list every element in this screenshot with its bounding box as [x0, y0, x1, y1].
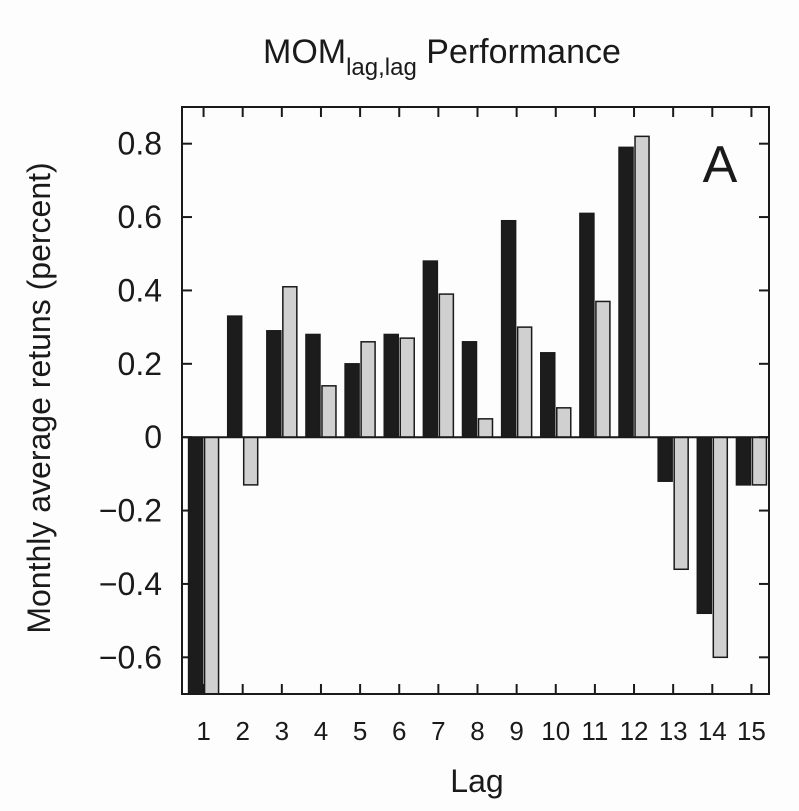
bar-series1-lag-9 [500, 219, 517, 438]
chart-title-subscript: lag,lag [346, 54, 417, 81]
x-tick-label: 5 [353, 716, 367, 746]
x-tick-label: 14 [698, 716, 727, 746]
y-tick-label: −0.4 [99, 566, 162, 602]
bar-series1-lag-14 [696, 436, 713, 615]
plot-frame [181, 106, 770, 695]
bar-series1-lag-15 [735, 436, 752, 486]
bar-series1-lag-3 [266, 330, 282, 438]
bar-series2-lag-15 [751, 436, 768, 486]
bar-series2-lag-12 [634, 135, 650, 438]
bar-series2-lag-6 [399, 337, 415, 438]
y-tick-label: −0.6 [99, 639, 162, 675]
chart-title-main: MOM [263, 33, 346, 71]
x-tick-label: 12 [620, 716, 649, 746]
x-tick-label: 2 [235, 716, 249, 746]
y-ticks-group: 0.8 0.6 0.4 0.2 0 −0.2 −0.4 −0.6 [99, 126, 769, 675]
bar-series2-lag-13 [673, 436, 689, 571]
bar-series1-lag-11 [579, 212, 595, 438]
bar-series1-lag-1 [187, 436, 204, 695]
x-axis-label: Lag [450, 763, 503, 799]
y-tick-label: 0.6 [118, 199, 162, 235]
chart-title: MOMlag,lag Performance [263, 33, 621, 81]
bar-series1-lag-5 [344, 363, 360, 438]
bar-series2-lag-10 [556, 407, 572, 438]
bar-series2-lag-2 [242, 436, 259, 486]
bar-series1-lag-4 [305, 333, 321, 438]
y-tick-label: 0.4 [118, 272, 162, 308]
y-tick-label: 0 [144, 419, 162, 455]
bar-series1-lag-2 [226, 315, 243, 438]
x-tick-label: 1 [196, 716, 210, 746]
bar-series2-lag-8 [477, 418, 494, 438]
bar-series2-lag-7 [438, 293, 455, 438]
bar-series2-lag-3 [282, 286, 298, 438]
x-tick-label: 10 [541, 716, 570, 746]
bar-series1-lag-10 [540, 352, 556, 438]
y-tick-label: −0.2 [99, 493, 162, 529]
bar-series1-lag-12 [618, 146, 634, 438]
x-tick-label: 13 [659, 716, 688, 746]
bar-series2-lag-11 [595, 300, 611, 438]
bar-series2-lag-5 [360, 341, 376, 438]
x-ticks-group: 1 2 3 4 5 6 7 8 9 10 11 12 13 14 15 [196, 107, 766, 746]
y-axis-label: Monthly average retuns (percent) [21, 162, 57, 633]
x-tick-label: 11 [581, 716, 608, 746]
x-tick-label: 7 [431, 716, 445, 746]
bar-series2-lag-14 [712, 436, 729, 659]
bar-series1-lag-13 [657, 436, 673, 482]
x-tick-label: 4 [314, 716, 328, 746]
x-tick-label: 3 [275, 716, 289, 746]
x-tick-label: 6 [392, 716, 406, 746]
bar-series2-lag-1 [203, 436, 220, 695]
x-tick-label: 9 [509, 716, 523, 746]
bars-group [187, 135, 768, 695]
x-tick-label: 15 [737, 716, 766, 746]
y-tick-label: 0.2 [118, 346, 162, 382]
x-tick-label: 8 [470, 716, 484, 746]
bar-series1-lag-6 [383, 333, 399, 438]
bar-series1-lag-7 [422, 260, 439, 438]
chart-title-suffix: Performance [417, 33, 621, 71]
bar-series2-lag-9 [516, 326, 533, 438]
panel-label: A [703, 136, 738, 194]
bar-series2-lag-4 [321, 385, 337, 438]
y-tick-label: 0.8 [118, 126, 162, 162]
bar-series1-lag-8 [461, 341, 478, 438]
